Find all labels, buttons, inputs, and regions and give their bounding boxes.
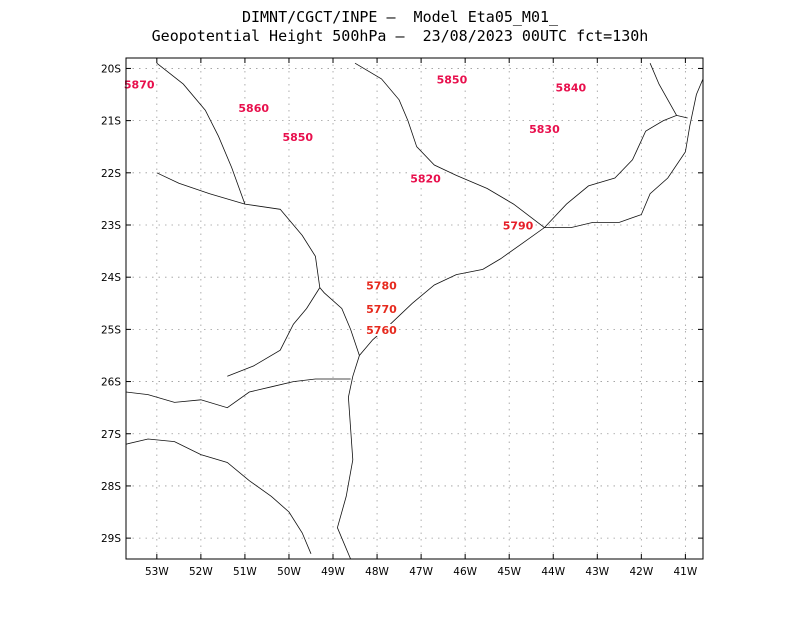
contour-label-bg	[124, 78, 155, 91]
lat-tick-label: 26S	[101, 377, 121, 389]
lat-tick-label: 29S	[101, 533, 121, 545]
lat-tick-label: 24S	[101, 272, 121, 284]
lon-tick-label: 41W	[674, 566, 698, 578]
coastline-segment	[544, 114, 688, 228]
axis-ticks: 53W 52W 51W 50W 49W 48W 47W 46W 45W 44W 43W 42W 41W 2…	[101, 58, 703, 578]
lon-tick-label: 52W	[189, 566, 213, 578]
contour-label-bg	[366, 323, 397, 336]
contour-label-bg	[529, 123, 560, 136]
contour-label-bg	[410, 172, 441, 185]
contour-label: 5830	[529, 123, 560, 136]
lon-tick-label: 45W	[497, 566, 521, 578]
lat-tick-label: 20S	[101, 63, 121, 75]
contour-label-bg	[282, 130, 313, 143]
contour-label-bg	[555, 81, 586, 94]
map-title-line2: Geopotential Height 500hPa – 23/08/2023 …	[151, 27, 649, 45]
lon-tick-label: 44W	[541, 566, 565, 578]
lat-tick-label: 27S	[101, 429, 121, 441]
lat-tick-label: 25S	[101, 324, 121, 336]
coastline-segment	[156, 62, 246, 205]
lon-tick-label: 46W	[453, 566, 477, 578]
plot-frame	[125, 57, 704, 560]
lon-tick-label: 51W	[233, 566, 257, 578]
contour-label: 5840	[556, 81, 587, 94]
contour-label-bg	[366, 303, 397, 316]
lon-tick-label: 49W	[321, 566, 345, 578]
contour-label: 5760	[366, 324, 397, 337]
contour-labels: 5870 5860 5850 5850 5840 5830 5820 5790 5780 5770…	[124, 73, 587, 337]
coastline-segment	[126, 378, 351, 409]
contour-label: 5790	[503, 220, 534, 233]
lon-tick-label: 53W	[145, 566, 169, 578]
coastline-borders	[126, 62, 703, 559]
lon-tick-label: 43W	[585, 566, 609, 578]
contour-label-bg	[238, 102, 269, 115]
contour-label: 5870	[124, 79, 155, 92]
coastline-segment	[354, 62, 545, 228]
contour-label: 5850	[282, 131, 313, 144]
contour-label: 5820	[410, 173, 441, 186]
coastline-segment	[126, 438, 312, 554]
lat-tick-label: 22S	[101, 168, 121, 180]
coastline-segment	[336, 78, 703, 559]
contour-label-bg	[503, 219, 534, 232]
lat-tick-label: 23S	[101, 220, 121, 232]
lat-tick-label: 21S	[101, 116, 121, 128]
lat-tick-label: 28S	[101, 481, 121, 493]
lon-tick-label: 50W	[277, 566, 301, 578]
contour-label: 5850	[437, 73, 468, 86]
contour-label-bg	[436, 73, 467, 86]
contour-label: 5860	[238, 102, 269, 115]
coastline-segment	[649, 63, 677, 116]
coastline-segment	[156, 172, 321, 377]
contour-label-bg	[366, 279, 397, 292]
contour-label: 5780	[366, 280, 397, 293]
contour-label: 5770	[366, 303, 397, 316]
lon-tick-label: 48W	[365, 566, 389, 578]
map-title-line1: DIMNT/CGCT/INPE – Model Eta05_M01_	[241, 8, 559, 26]
lon-tick-label: 47W	[409, 566, 433, 578]
coastline-segment	[319, 287, 360, 356]
lon-tick-label: 42W	[629, 566, 653, 578]
graticule	[126, 58, 703, 559]
